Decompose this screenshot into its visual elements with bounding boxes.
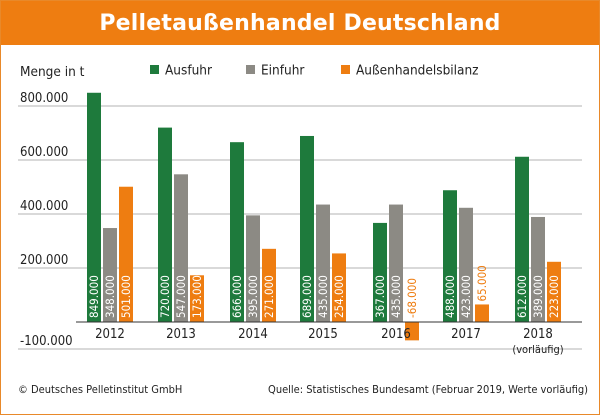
- legend-swatch: [246, 65, 255, 74]
- bar-value-label: 423.000: [459, 275, 473, 318]
- legend-swatch: [341, 65, 350, 74]
- bar-value-label: 367.000: [373, 275, 387, 318]
- bar: [373, 222, 387, 322]
- x-tick-label: 2014: [238, 327, 268, 342]
- bar: [174, 174, 188, 322]
- title-bar: Pelletaußenhandel Deutschland: [1, 1, 599, 45]
- bar: [405, 322, 419, 341]
- bar-value-label: 488.000: [443, 275, 457, 318]
- bar: [87, 92, 101, 323]
- x-tick-label: 2015: [308, 327, 338, 342]
- x-tick-label: 2013: [166, 327, 196, 342]
- y-tick-label: 400.000: [20, 199, 68, 214]
- bar: [515, 156, 529, 322]
- bar: [475, 304, 489, 322]
- bar-value-label: 389.000: [531, 275, 545, 318]
- x-tick-label: 2018: [523, 327, 553, 342]
- bar: [531, 216, 545, 322]
- y-tick-label: 800.000: [20, 91, 68, 106]
- x-tick-label: 2012: [95, 327, 125, 342]
- bar-value-label: 271.000: [262, 275, 276, 318]
- bar: [119, 186, 133, 322]
- bar: [158, 127, 172, 322]
- bar-value-label: 435.000: [316, 275, 330, 318]
- bar-value-label: 348.000: [103, 275, 117, 318]
- chart-title: Pelletaußenhandel Deutschland: [99, 10, 501, 36]
- bar-value-label: 547.000: [174, 275, 188, 318]
- bar: [332, 253, 346, 322]
- bar-value-label: 501.000: [119, 275, 133, 318]
- source-text: Quelle: Statistisches Bundesamt (Februar…: [268, 383, 588, 396]
- legend: Ausfuhr Einfuhr Außenhandelsbilanz: [150, 63, 479, 79]
- bar-value-label: 254.000: [332, 275, 346, 318]
- y-tick-label: 600.000: [20, 145, 68, 160]
- bar-value-label: 666.000: [230, 275, 244, 318]
- bars: 849.000 348.000 501.000 720.000 547.000 173.0…: [87, 92, 561, 341]
- axes: Menge in t 2012 2013 2014 2015 2016 2017 2018(v…: [20, 64, 582, 356]
- bar: [389, 204, 403, 322]
- bar: [443, 190, 457, 322]
- bar: [459, 207, 473, 322]
- x-tick-label: 2017: [451, 327, 481, 342]
- legend-label: Außenhandelsbilanz: [356, 63, 479, 79]
- bar: [230, 142, 244, 322]
- copyright-text: © Deutsches Pelletinstitut GmbH: [18, 383, 183, 396]
- y-tick-label: -100.000: [20, 334, 73, 349]
- bar-value-label: 849.000: [87, 275, 101, 318]
- bar-value-label: 689.000: [300, 275, 314, 318]
- bar: [300, 135, 314, 322]
- y-axis-title: Menge in t: [20, 64, 85, 80]
- bar: [190, 275, 204, 322]
- bar-value-label: 223.000: [547, 275, 561, 318]
- bar: [103, 228, 117, 322]
- y-tick-label: 200.000: [20, 253, 68, 268]
- bar-value-label: -68.000: [405, 278, 419, 318]
- bar-value-label: 395.000: [246, 275, 260, 318]
- legend-label: Ausfuhr: [165, 63, 212, 79]
- bar-value-label: 612.000: [515, 275, 529, 318]
- bar-value-label: 173.000: [190, 275, 204, 318]
- x-tick-note: (vorläufig): [512, 343, 563, 356]
- bar-value-label: 720.000: [158, 275, 172, 318]
- bar: [547, 261, 561, 322]
- x-tick-label: 2016: [381, 327, 411, 342]
- legend-swatch: [150, 65, 159, 74]
- bar: [246, 215, 260, 322]
- bar: [262, 248, 276, 322]
- legend-label: Einfuhr: [261, 63, 304, 79]
- bar: [316, 204, 330, 322]
- bar-value-label: 435.000: [389, 275, 403, 318]
- bar-value-label: 65.000: [475, 265, 489, 301]
